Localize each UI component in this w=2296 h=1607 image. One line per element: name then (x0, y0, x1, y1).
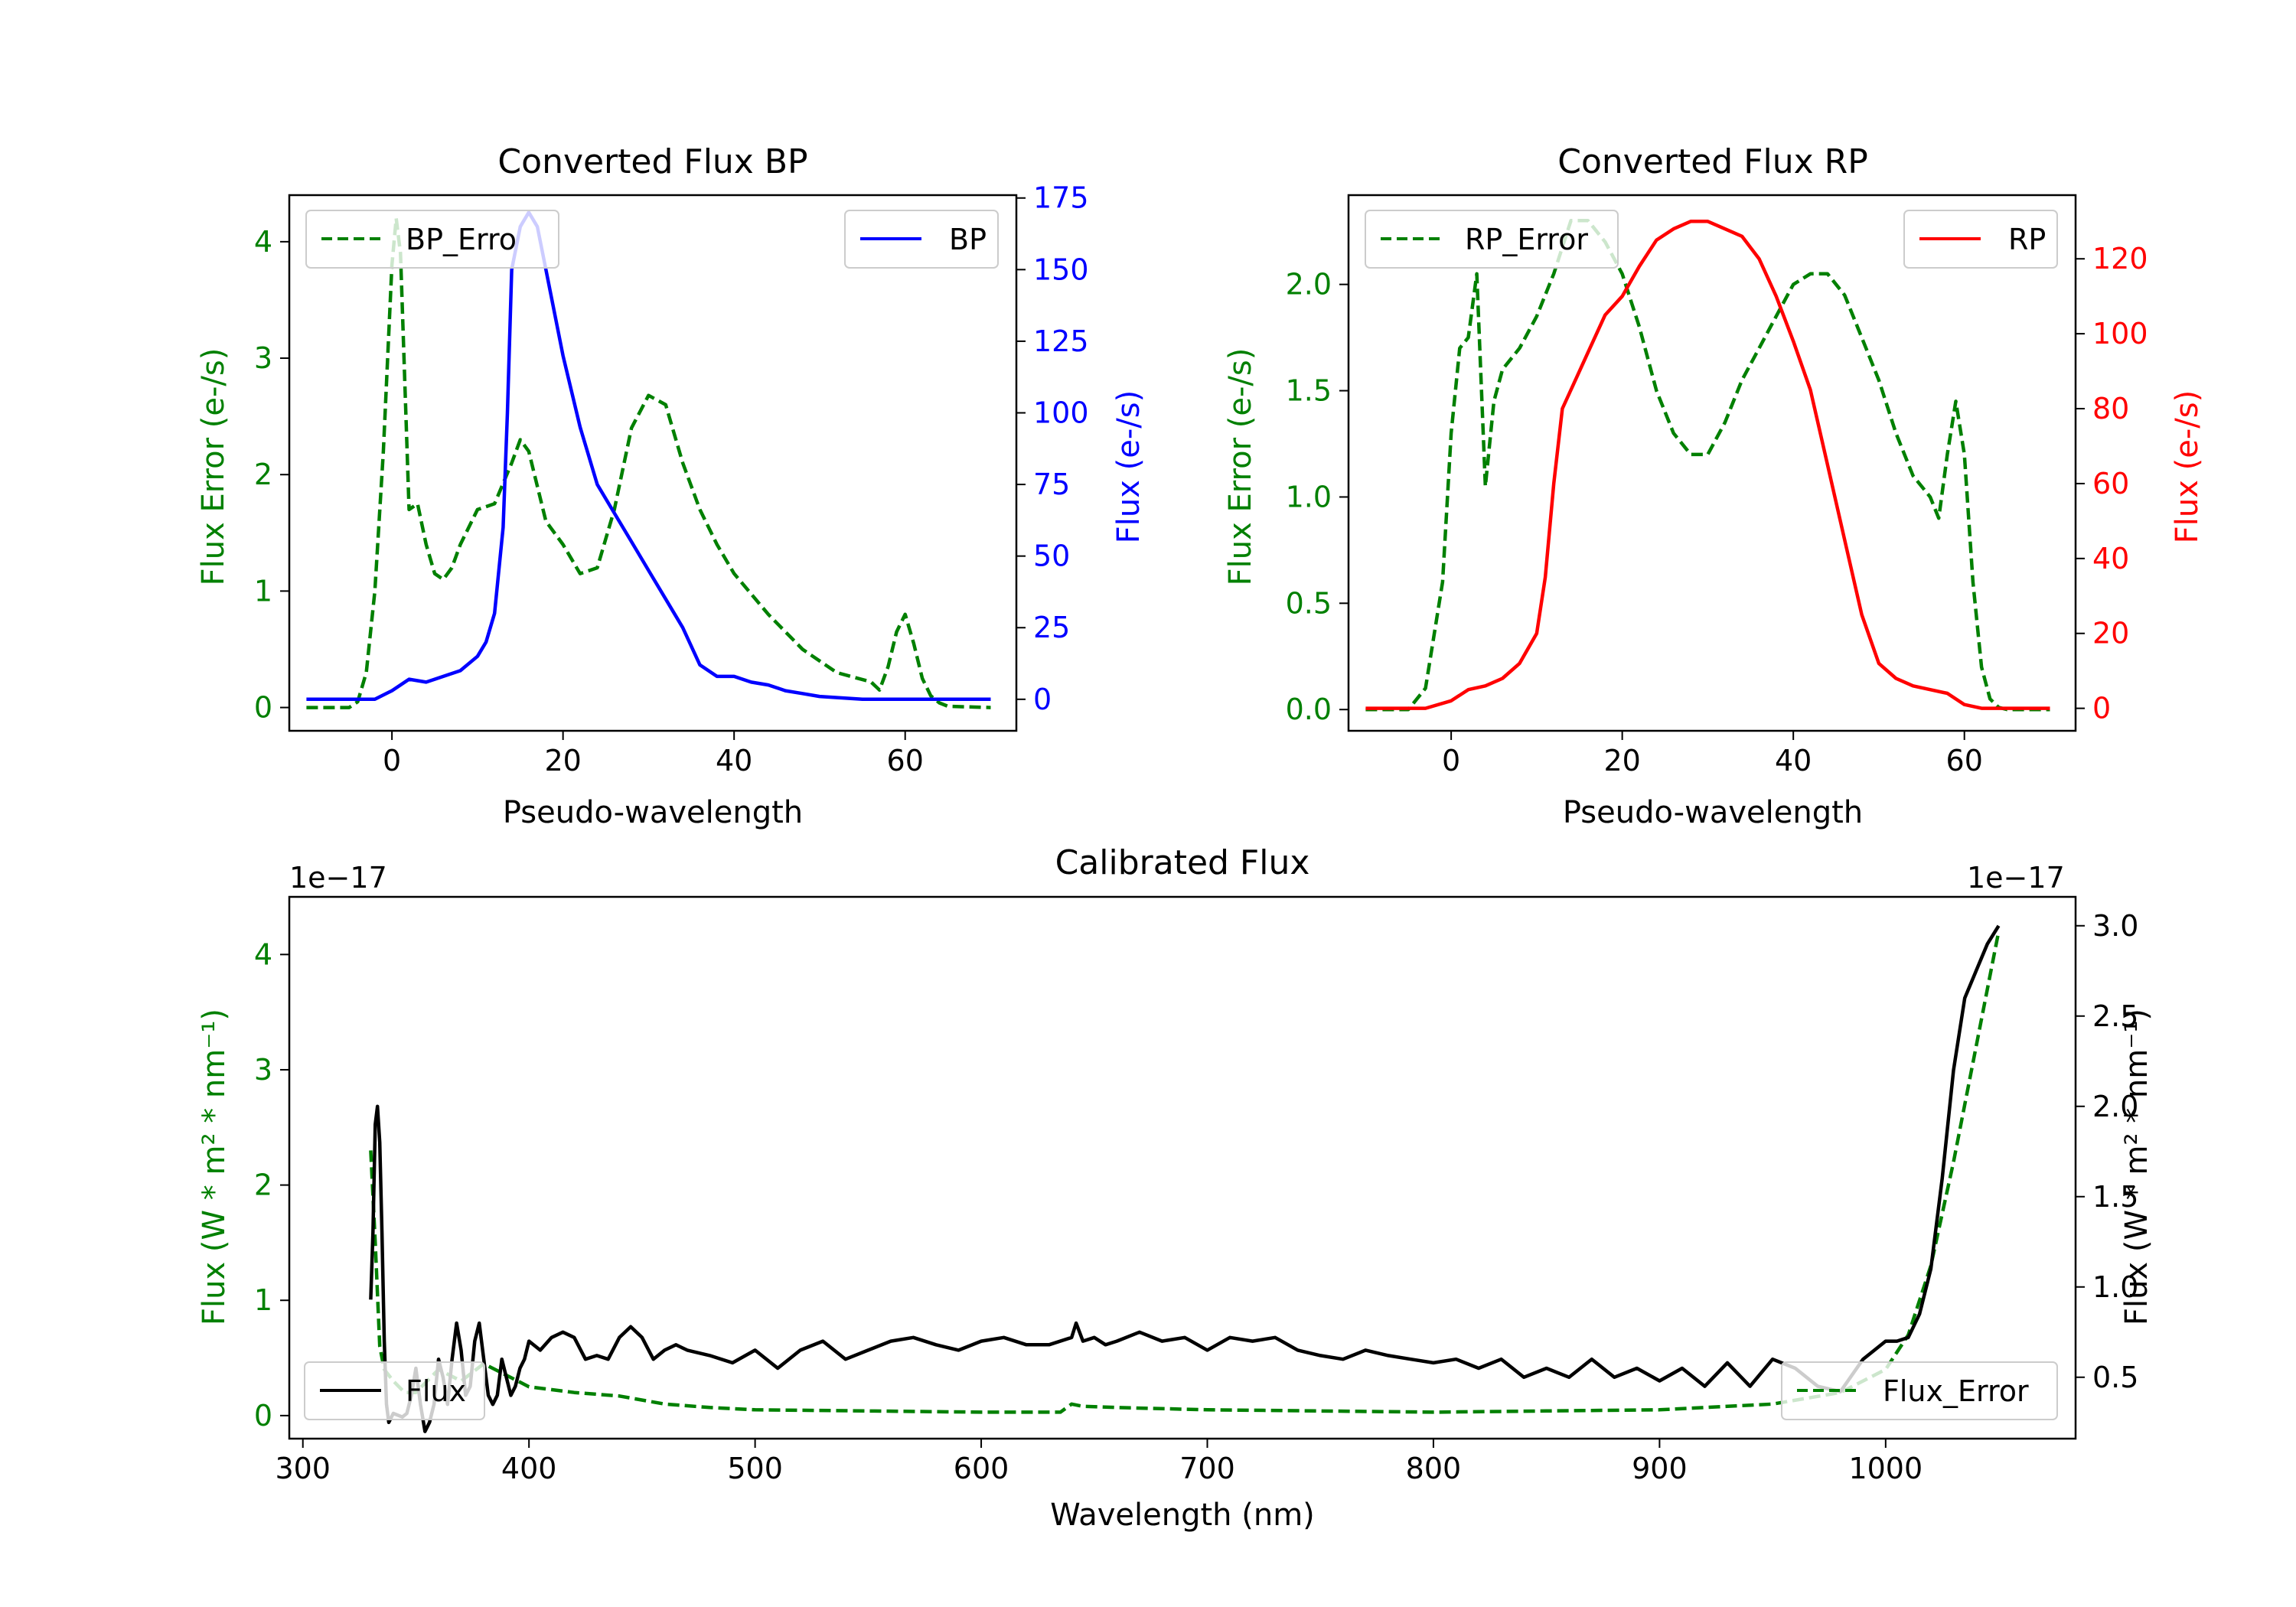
bp-right-ytick-label: 150 (1033, 253, 1089, 286)
rp-right-ylabel: Flux (e-/s) (2170, 390, 2205, 543)
bp-panel: Converted Flux BP Pseudo-wavelength Flux… (196, 142, 1146, 830)
bp-right-ytick-label: 0 (1033, 683, 1052, 716)
rp-right-ytick-label: 0 (2092, 692, 2111, 725)
bp-series-bp (306, 210, 991, 702)
rp-right-ytick-label: 120 (2092, 242, 2148, 275)
rp-left-ytick-label: 1.5 (1286, 374, 1332, 408)
cal-right-ytick-label: 2.0 (2092, 1090, 2138, 1123)
cal-xtick-label: 1000 (1848, 1452, 1923, 1485)
rp-legend-label: RP (2008, 223, 2046, 256)
rp-right-ytick-label: 20 (2092, 617, 2129, 650)
rp-series-rp (1365, 220, 2050, 710)
cal-right-ytick-label: 1.0 (2092, 1270, 2138, 1304)
cal-right-offset: 1e−17 (1967, 861, 2065, 895)
cal-left-offset: 1e−17 (289, 861, 387, 895)
cal-left-ytick-label: 4 (254, 937, 272, 971)
rp-xtick-label: 0 (1442, 744, 1460, 777)
bp-right-ytick-label: 125 (1033, 324, 1089, 358)
cal-xtick-label: 300 (275, 1452, 331, 1485)
bp-error-legend-label: BP_Erro (406, 223, 517, 256)
flux-legend-label: Flux (406, 1374, 466, 1408)
rp-right-ytick-label: 80 (2092, 392, 2129, 425)
calibrated-panel: Calibrated Flux Wavelength (nm) Flux (W … (197, 843, 2154, 1533)
bp-xtick-label: 20 (544, 744, 581, 777)
rp-title: Converted Flux RP (1557, 142, 1868, 181)
bp-right-ytick-label: 75 (1033, 468, 1070, 501)
flux-error-legend: Flux_Error (1781, 1361, 2058, 1420)
rp-right-ytick-label: 100 (2092, 317, 2148, 350)
rp-right-ytick-label: 40 (2092, 542, 2129, 575)
bp-frame (288, 194, 1018, 732)
cal-xlabel: Wavelength (nm) (1050, 1498, 1315, 1533)
bp-left-ytick-label: 0 (254, 691, 272, 725)
cal-xtick-label: 700 (1179, 1452, 1235, 1485)
cal-title: Calibrated Flux (1055, 843, 1310, 882)
rp-frame (1347, 194, 2077, 732)
bp-title: Converted Flux BP (497, 142, 807, 181)
rp-left-ytick-label: 2.0 (1286, 268, 1332, 302)
cal-right-ytick-label: 3.0 (2092, 909, 2138, 943)
bp-xlabel: Pseudo-wavelength (503, 795, 803, 830)
rp-legend: RP (1903, 210, 2058, 269)
rp-error-legend: RP_Error (1365, 210, 1619, 269)
bp-legend: BP (844, 210, 999, 269)
cal-right-ytick-label: 1.5 (2092, 1180, 2138, 1214)
rp-left-ytick-label: 0.0 (1286, 693, 1332, 726)
cal-left-ylabel: Flux (W * m² * nm⁻¹) (197, 1009, 232, 1325)
bp-left-ytick-label: 3 (254, 341, 272, 375)
bp-left-ytick-label: 1 (254, 574, 272, 608)
bp-right-ylabel: Flux (e-/s) (1111, 390, 1146, 543)
flux-error-legend-label: Flux_Error (1883, 1374, 2029, 1408)
bp-left-ylabel: Flux Error (e-/s) (196, 348, 231, 586)
cal-right-ylabel: Flux (W * m² * nm⁻¹) (2119, 1009, 2154, 1325)
cal-xtick-label: 800 (1406, 1452, 1462, 1485)
cal-left-ytick-label: 0 (254, 1399, 272, 1433)
rp-error-legend-label: RP_Error (1465, 223, 1588, 256)
cal-left-ytick-label: 1 (254, 1283, 272, 1317)
bp-right-ytick-label: 50 (1033, 539, 1070, 573)
rp-panel: Converted Flux RP Pseudo-wavelength Flux… (1223, 142, 2205, 830)
rp-left-ytick-label: 0.5 (1286, 586, 1332, 620)
cal-right-ytick-label: 0.5 (2092, 1361, 2138, 1394)
rp-left-ytick-label: 1.0 (1286, 480, 1332, 513)
rp-right-ytick-label: 60 (2092, 467, 2129, 500)
bp-left-ytick-label: 2 (254, 458, 272, 491)
bp-right-ytick-label: 175 (1033, 181, 1089, 215)
bp-right-ytick-label: 100 (1033, 396, 1089, 429)
bp-xtick-label: 40 (716, 744, 752, 777)
bp-error-legend: BP_Erro (305, 210, 559, 269)
rp-xtick-label: 40 (1775, 744, 1812, 777)
cal-xtick-label: 400 (501, 1452, 557, 1485)
cal-frame (288, 895, 2077, 1440)
bp-legend-label: BP (949, 223, 987, 256)
cal-left-ytick-label: 2 (254, 1169, 272, 1202)
cal-left-ytick-label: 3 (254, 1053, 272, 1087)
cal-xtick-label: 900 (1632, 1452, 1688, 1485)
bp-right-ytick-label: 25 (1033, 611, 1070, 644)
cal-right-ytick-label: 2.5 (2092, 999, 2138, 1033)
bp-left-ytick-label: 4 (254, 225, 272, 259)
bp-xtick-label: 60 (887, 744, 924, 777)
bp-xtick-label: 0 (383, 744, 401, 777)
rp-xtick-label: 60 (1946, 744, 1983, 777)
cal-plot-area: 300 400 500 600 700 800 900 1000 0 1 2 3 4 0.5 1.0 1.5 2… (254, 895, 2138, 1485)
rp-plot-area: 0 20 40 60 0.0 0.5 1.0 1.5 2.0 0 20 40 60 80 100 120 (1286, 194, 2148, 777)
cal-xtick-label: 600 (954, 1452, 1009, 1485)
rp-xlabel: Pseudo-wavelength (1563, 795, 1863, 830)
rp-left-ylabel: Flux Error (e-/s) (1223, 348, 1258, 586)
rp-xtick-label: 20 (1603, 744, 1640, 777)
cal-xtick-label: 500 (727, 1452, 783, 1485)
flux-legend: Flux (304, 1361, 485, 1420)
rp-series-rp-error (1365, 219, 2050, 712)
